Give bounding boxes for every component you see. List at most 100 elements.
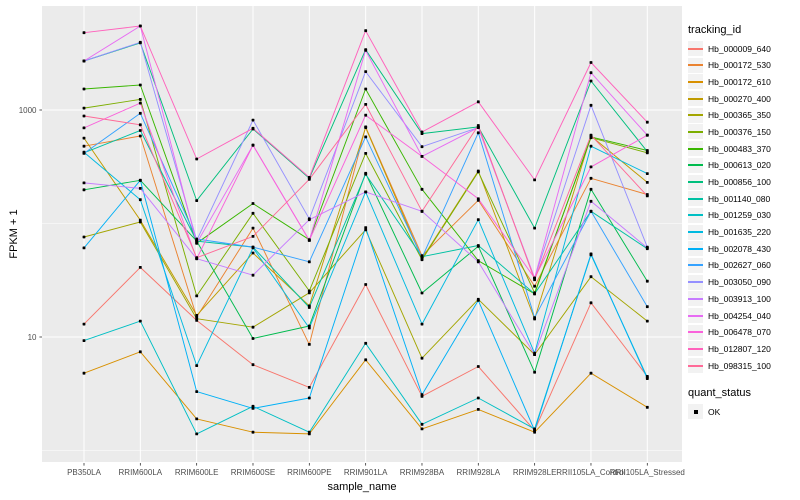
- legend-key-swatch: [688, 241, 703, 257]
- data-point: [138, 350, 142, 354]
- data-point: [251, 226, 255, 230]
- data-point: [420, 187, 424, 191]
- series-color-line-icon: [688, 130, 703, 133]
- data-point: [364, 172, 368, 176]
- data-point: [138, 220, 142, 224]
- data-point: [251, 251, 255, 255]
- data-point: [476, 124, 480, 127]
- data-point: [645, 181, 649, 184]
- data-point: [589, 103, 593, 107]
- data-point: [533, 178, 536, 182]
- data-point: [82, 136, 86, 140]
- data-point: [476, 131, 480, 135]
- legend-item: Hb_000172_530: [688, 57, 800, 73]
- data-point: [420, 291, 424, 295]
- data-point: [645, 377, 649, 380]
- data-point: [307, 430, 311, 434]
- data-point: [82, 87, 86, 91]
- data-point: [251, 126, 255, 130]
- legend-item-label: Hb_001259_030: [708, 210, 771, 221]
- legend-items-tracking-id: Hb_000009_640 Hb_000172_530 Hb_000172_610 H…: [688, 41, 800, 374]
- legend-key-swatch: [688, 191, 703, 207]
- series-color-line-icon: [688, 114, 703, 117]
- legend-item-label: Hb_000270_400: [708, 93, 771, 104]
- legend-item: Hb_000856_100: [688, 174, 800, 190]
- data-point: [195, 432, 199, 436]
- data-point: [476, 218, 480, 222]
- x-tick-label: RRIM600LA: [119, 468, 163, 477]
- data-point: [645, 172, 649, 175]
- data-point: [138, 129, 142, 132]
- x-axis-title: sample_name: [327, 481, 397, 493]
- data-point: [307, 306, 311, 309]
- series-color-line-icon: [688, 364, 703, 367]
- data-point: [364, 135, 368, 139]
- data-point: [251, 430, 255, 434]
- data-point: [307, 386, 311, 389]
- legend-item: Hb_003050_090: [688, 274, 800, 290]
- legend-item-label: Hb_003913_100: [708, 293, 771, 304]
- axis-ticks: [39, 109, 648, 466]
- legend-item: Hb_000613_020: [688, 157, 800, 173]
- data-point: [82, 235, 86, 239]
- legend-item: Hb_004254_040: [688, 308, 800, 323]
- black-square-icon: [693, 409, 698, 414]
- legend-item: Hb_001259_030: [688, 207, 800, 223]
- legend-item: Hb_012807_120: [688, 341, 800, 357]
- legend-item-label: Hb_000483_370: [708, 143, 771, 154]
- legend-title-quant-status: quant_status: [688, 387, 751, 400]
- data-point: [645, 246, 649, 250]
- data-point: [82, 152, 86, 155]
- data-point: [307, 260, 311, 264]
- data-point: [251, 143, 255, 147]
- data-point: [589, 187, 593, 191]
- data-point: [195, 417, 199, 421]
- series-color-line-icon: [688, 281, 703, 284]
- data-point: [476, 197, 480, 201]
- data-point: [589, 71, 593, 75]
- data-point: [420, 427, 424, 431]
- series-color-line-icon: [688, 164, 703, 167]
- data-point: [251, 235, 255, 238]
- data-point: [420, 356, 424, 360]
- data-point: [533, 370, 536, 374]
- legend-key-swatch: [688, 57, 703, 73]
- data-point: [589, 301, 593, 305]
- series-color-line-icon: [688, 297, 703, 300]
- data-point: [138, 134, 142, 138]
- legend-item-label: Hb_000856_100: [708, 177, 771, 187]
- data-point: [364, 152, 368, 155]
- data-point: [307, 177, 311, 181]
- data-point: [82, 31, 86, 35]
- legend-key-swatch: [688, 141, 703, 157]
- x-tick-label: PB350LA: [67, 468, 101, 477]
- data-point: [307, 218, 311, 222]
- data-point: [82, 144, 86, 148]
- data-point: [364, 341, 368, 345]
- data-point: [195, 241, 199, 245]
- series-color-line-icon: [688, 247, 703, 250]
- legend-item-ok: OK: [688, 404, 800, 420]
- x-tick-label: RRIM928LE: [513, 468, 557, 477]
- data-point: [138, 178, 142, 182]
- data-point: [476, 170, 480, 174]
- x-tick-label: RRIM600SE: [231, 468, 275, 477]
- data-point: [420, 130, 424, 134]
- data-point: [420, 393, 424, 397]
- series-color-line-icon: [688, 197, 703, 200]
- data-point: [589, 371, 593, 375]
- data-point: [420, 422, 424, 426]
- legend-item-label: Hb_003050_090: [708, 277, 771, 288]
- data-point: [589, 209, 593, 213]
- data-point: [420, 155, 424, 158]
- data-point: [195, 199, 199, 202]
- legend-item-label: Hb_000009_640: [708, 43, 771, 54]
- legend-key-swatch: [688, 308, 703, 323]
- data-point: [476, 299, 480, 302]
- data-point: [476, 244, 480, 247]
- legend-item-label: Hb_000376_150: [708, 126, 771, 137]
- data-point: [138, 83, 142, 87]
- data-point: [82, 246, 86, 250]
- legend-key-swatch: [688, 74, 703, 90]
- data-point: [82, 126, 86, 130]
